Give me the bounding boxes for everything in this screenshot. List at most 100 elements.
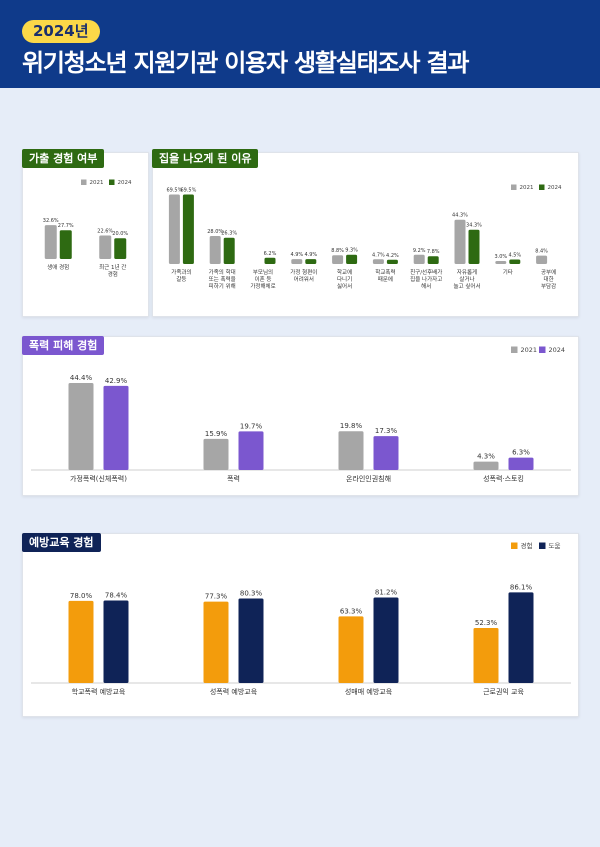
value-label: 80.3%: [240, 589, 263, 597]
bar-2021-7: [454, 219, 466, 264]
legend-label-1: 도움: [549, 542, 561, 550]
value-label: 78.0%: [70, 592, 93, 600]
legend-swatch-0: [81, 179, 87, 185]
value-label: 86.1%: [510, 583, 533, 591]
value-label: 4.2%: [386, 253, 399, 259]
runaway-reasons-card: 2021 2024 69.5% 69.5% 가족과의 갈등 28.0% 26.3% 가족의 학대…: [152, 152, 579, 317]
bar-2024-1: [114, 238, 127, 259]
bar-2021-4: [332, 255, 344, 264]
value-label: 27.7%: [58, 223, 74, 229]
category-label: 공부에 대한 부담감: [541, 268, 556, 290]
bar-2021-1: [209, 236, 221, 264]
runaway-reasons-tag: 집을 나오게 된 이유: [152, 149, 259, 168]
bar-도움-2: [373, 597, 399, 683]
value-label: 52.3%: [475, 619, 498, 627]
bar-경험-2: [338, 616, 364, 683]
category-label: 폭력: [227, 475, 240, 483]
value-label: 4.7%: [372, 252, 385, 258]
bar-2024-0: [103, 385, 129, 470]
value-label: 32.6%: [43, 218, 59, 224]
category-label: 학교폭력 예방교육: [72, 687, 126, 696]
runaway-experience-tag: 가출 경험 여부: [22, 149, 105, 168]
value-label: 4.9%: [304, 252, 317, 258]
value-label: 3.0%: [494, 254, 507, 260]
runaway-experience-chart: 2021 2024 32.6%27.7% 생애 경험 22.6% 20.0% 최근 1년 간…: [43, 179, 132, 278]
value-label: 8.8%: [331, 248, 344, 254]
value-label: 63.3%: [340, 607, 363, 615]
category-label: 최근 1년 간 경험: [99, 263, 126, 278]
violence-tag: 폭력 피해 경험: [22, 336, 105, 355]
value-label: 44.4%: [70, 374, 93, 382]
bar-2024-0: [59, 230, 72, 259]
value-label: 22.6%: [97, 228, 113, 234]
bar-경험-0: [68, 600, 94, 683]
category-label: 가족의 학대 또는 폭력을 피하기 위해: [209, 268, 236, 290]
legend-swatch-0: [511, 346, 518, 353]
bar-2021-1: [99, 235, 112, 259]
bar-2021-9: [536, 255, 548, 264]
value-label: 69.5%: [180, 188, 196, 194]
bar-2024-7: [468, 229, 480, 264]
legend-swatch-0: [511, 542, 518, 549]
prevention-tag: 예방교육 경험: [22, 533, 101, 552]
value-label: 81.2%: [375, 589, 398, 597]
bar-2024-2: [264, 257, 276, 264]
value-label: 4.3%: [477, 453, 495, 461]
prevention-chart: 경험 도움 78.0% 78.4% 학교폭력 예방교육 77.3% 80.3% 성폭력 예방교…: [31, 541, 571, 696]
category-label: 가정폭력(신체폭력): [70, 474, 127, 483]
legend-swatch-0: [511, 184, 517, 190]
bar-2021-5: [372, 259, 384, 264]
violence-chart: 2021 2024 44.4% 42.9% 가정폭력(신체폭력) 15.9% 19.7% 폭력…: [31, 346, 571, 483]
bar-2021-0: [44, 225, 57, 259]
bar-2024-8: [509, 259, 521, 264]
bar-2021-0: [168, 194, 180, 264]
value-label: 28.0%: [207, 229, 223, 235]
category-label: 기타: [503, 268, 513, 276]
value-label: 8.4%: [535, 249, 548, 255]
category-label: 가정 형편이 어려워서: [290, 268, 317, 283]
value-label: 42.9%: [105, 377, 128, 385]
bar-2021-0: [68, 382, 94, 470]
bar-2021-3: [473, 461, 499, 470]
legend-swatch-1: [539, 184, 545, 190]
value-label: 19.8%: [340, 422, 363, 430]
year-badge: 2024년: [22, 20, 100, 43]
legend-label-1: 2024: [118, 180, 132, 186]
bar-2024-3: [508, 457, 534, 470]
category-label: 가족과의 갈등: [171, 268, 191, 283]
category-label: 온라인인권침해: [346, 474, 391, 483]
bar-2024-6: [427, 256, 439, 264]
runaway-reasons-chart: 2021 2024 69.5%69.5% 가족과의 갈등 28.0%26.3% 가족의 학대…: [166, 184, 562, 290]
legend-label-0: 경험: [521, 541, 533, 550]
category-label: 근로권익 교육: [483, 688, 524, 696]
header-banner: 2024년 위기청소년 지원기관 이용자 생활실태조사 결과: [0, 0, 600, 88]
bar-2024-4: [346, 254, 358, 264]
bar-도움-1: [238, 598, 264, 683]
category-label: 부모님의 이혼 등 가정해체로: [250, 268, 275, 290]
category-label: 친구/선후배가 집을 나가자고 해서: [410, 268, 442, 290]
bar-2021-1: [203, 438, 229, 470]
category-label: 성매매 예방교육: [345, 687, 393, 696]
category-label: 자유롭게 살거나 놀고 싶어서: [453, 268, 480, 290]
bar-도움-3: [508, 592, 534, 683]
value-label: 20.0%: [112, 231, 128, 237]
page-title: 위기청소년 지원기관 이용자 생활실태조사 결과: [22, 49, 469, 77]
bar-2021-6: [413, 254, 425, 264]
value-label: 4.5%: [508, 253, 521, 259]
value-label: 17.3%: [375, 427, 398, 435]
bar-경험-3: [473, 627, 499, 683]
category-label: 성폭력 예방교육: [210, 687, 258, 696]
value-label: 15.9%: [205, 430, 228, 438]
legend-label-1: 2024: [548, 185, 562, 191]
bar-2021-2: [338, 431, 364, 470]
prevention-card: 경험 도움 78.0% 78.4% 학교폭력 예방교육 77.3% 80.3% 성폭력 예방교…: [22, 533, 579, 717]
bar-2021-8: [495, 261, 507, 264]
bar-2024-3: [305, 259, 317, 264]
legend-swatch-1: [539, 346, 546, 353]
value-label: 6.2%: [264, 251, 277, 257]
legend-swatch-1: [109, 179, 115, 185]
value-label: 44.3%: [452, 213, 468, 219]
value-label: 9.3%: [345, 248, 358, 254]
legend-label-0: 2021: [90, 180, 104, 186]
violence-card: 2021 2024 44.4% 42.9% 가정폭력(신체폭력) 15.9% 19.7% 폭력…: [22, 336, 579, 496]
